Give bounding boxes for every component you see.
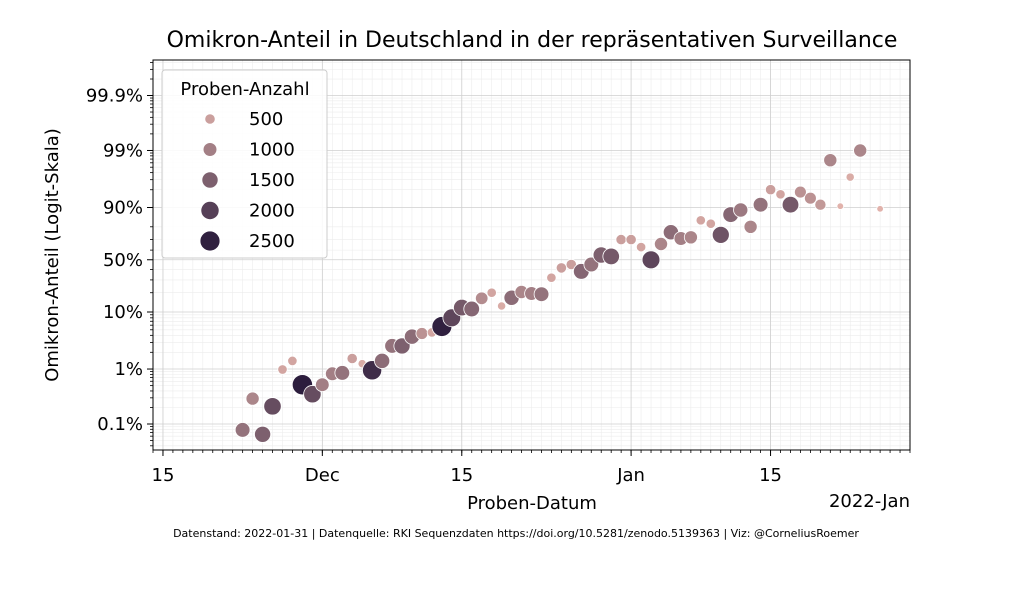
data-point [695, 215, 706, 226]
data-point [615, 233, 627, 246]
y-tick-label: 90% [103, 198, 143, 219]
data-point [705, 218, 716, 229]
data-point [823, 153, 838, 168]
y-axis-ticks: 0.1% 1% 10% 50% 90% 99% 99.9% [86, 62, 153, 447]
legend-label: 1500 [249, 170, 295, 191]
data-point [876, 205, 884, 213]
data-point [711, 225, 730, 244]
x-tick-label: 15 [450, 465, 473, 486]
y-tick-label: 1% [114, 359, 143, 380]
chart-title: Omikron-Anteil in Deutschland in der rep… [167, 28, 898, 53]
data-point [565, 258, 577, 271]
data-point [836, 202, 845, 210]
legend-marker [204, 113, 216, 125]
data-point [635, 241, 647, 253]
data-point [497, 301, 507, 311]
major-grid [153, 60, 910, 450]
footer-credit: Datenstand: 2022-01-31 | Datenquelle: RK… [173, 527, 859, 540]
data-point [546, 272, 557, 283]
data-point [263, 397, 282, 416]
legend-entries: 500 1000 1500 2000 2500 [199, 109, 295, 252]
legend: Proben-Anzahl 500 1000 1500 2000 2500 [161, 69, 328, 259]
data-point [245, 391, 260, 406]
data-point [804, 191, 817, 205]
data-point [334, 365, 351, 381]
legend-label: 500 [249, 109, 283, 130]
data-point [853, 143, 868, 158]
data-point [415, 327, 429, 340]
x-axis-offset-label: 2022-Jan [829, 491, 910, 512]
data-point [653, 236, 669, 252]
x-tick-label: Jan [616, 465, 645, 486]
data-point [794, 185, 807, 199]
data-point [303, 385, 322, 404]
data-point [486, 287, 497, 298]
data-point [346, 352, 358, 365]
x-axis-ticks: 15 Dec 15 Jan 15 [152, 450, 911, 486]
legend-label: 2000 [249, 201, 295, 222]
y-tick-label: 10% [103, 302, 143, 323]
data-point [641, 250, 661, 270]
data-point [743, 219, 758, 234]
data-point [733, 202, 749, 218]
data-point [814, 198, 827, 211]
data-point [764, 184, 777, 196]
data-point [315, 377, 330, 392]
x-tick-label: 15 [759, 465, 782, 486]
data-point [254, 425, 272, 443]
x-tick-label: 15 [152, 465, 175, 486]
y-tick-label: 50% [103, 250, 143, 271]
legend-title: Proben-Anzahl [180, 79, 309, 100]
legend-marker [199, 230, 221, 252]
legend-marker [201, 171, 219, 189]
data-point [683, 230, 698, 245]
data-point [752, 196, 769, 213]
legend-label: 1000 [249, 140, 295, 161]
data-point [555, 262, 568, 274]
legend-marker [200, 200, 220, 221]
y-tick-label: 0.1% [97, 414, 143, 435]
legend-marker [202, 142, 218, 157]
data-point [602, 247, 620, 266]
data-point [475, 291, 489, 306]
data-point [287, 355, 298, 367]
data-point [374, 352, 391, 369]
data-point [234, 422, 251, 438]
data-point [463, 300, 480, 318]
data-point [781, 195, 800, 214]
data-point [277, 364, 288, 375]
data-point [845, 172, 855, 182]
y-tick-label: 99% [103, 140, 143, 161]
data-point [533, 286, 550, 303]
y-axis-label: Omikron-Anteil (Logit-Skala) [42, 128, 63, 382]
y-tick-label: 99.9% [86, 86, 143, 107]
data-point [775, 189, 786, 200]
x-tick-label: Dec [305, 465, 340, 486]
scatter-points [234, 143, 884, 443]
legend-label: 2500 [249, 231, 295, 252]
data-point [625, 233, 637, 246]
x-axis-label: Proben-Datum [467, 493, 597, 514]
